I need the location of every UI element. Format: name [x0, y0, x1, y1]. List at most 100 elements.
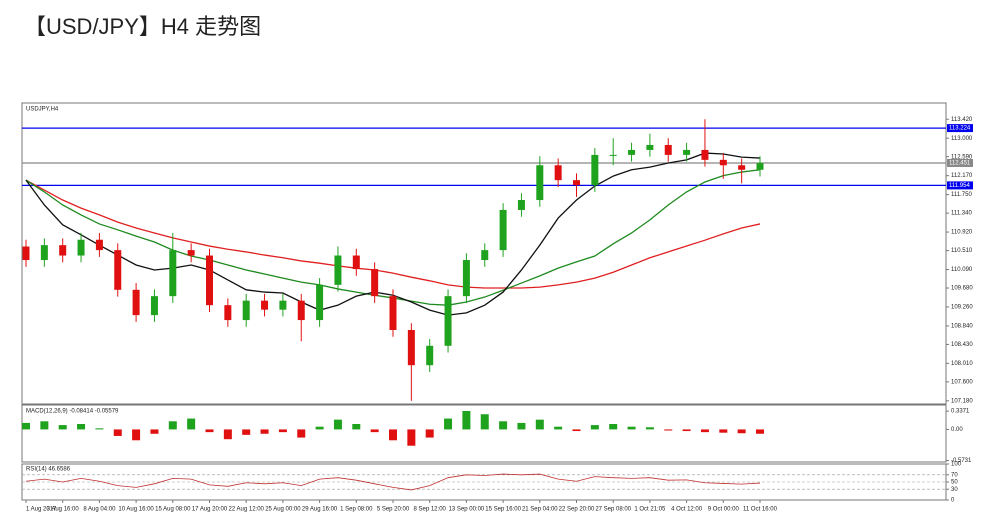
- candle-body: [628, 149, 636, 155]
- candle-body: [59, 245, 67, 256]
- y-tick-label: 113.420: [951, 117, 973, 123]
- y-tick-label: 0.00: [951, 427, 963, 433]
- candle-body: [371, 269, 379, 297]
- candle-body: [334, 255, 342, 285]
- macd-bar: [297, 429, 306, 438]
- price-tag: [947, 124, 973, 133]
- y-tick-label: 112.170: [951, 173, 973, 179]
- y-tick-label: 113.000: [951, 136, 973, 142]
- macd-bar: [58, 425, 67, 430]
- macd-bar: [480, 414, 489, 430]
- candle-body: [95, 239, 103, 251]
- macd-bar: [132, 429, 141, 441]
- y-tick-label: 30: [951, 487, 958, 493]
- candle-body: [187, 250, 195, 256]
- macd-bar: [205, 429, 214, 433]
- macd-bar: [315, 426, 324, 430]
- macd-bar: [223, 429, 232, 440]
- candle-body: [683, 149, 691, 155]
- candle-body: [646, 144, 654, 150]
- candle-body: [297, 300, 305, 321]
- candle-body: [316, 284, 324, 321]
- x-tick-label: 9 Oct 00:00: [708, 507, 740, 513]
- macd-bar: [22, 422, 30, 430]
- y-tick-label: 111.750: [951, 192, 972, 198]
- x-tick-label: 29 Aug 16:00: [302, 507, 338, 513]
- candle-body: [719, 159, 727, 166]
- macd-bar: [242, 429, 251, 435]
- candle-body: [114, 250, 122, 290]
- x-tick-label: 4 Oct 12:00: [671, 507, 703, 513]
- candle-body: [22, 246, 30, 261]
- macd-bar: [407, 429, 416, 446]
- macd-bar: [260, 429, 269, 434]
- macd-bar: [700, 429, 709, 433]
- macd-bar: [535, 419, 544, 430]
- y-tick-label: 107.600: [951, 379, 973, 385]
- y-tick-label: 108.840: [951, 324, 973, 330]
- rsi-label: RSI(14) 46.6586: [26, 467, 71, 473]
- candle-body: [664, 144, 672, 155]
- macd-bar: [425, 429, 434, 438]
- candle-body: [573, 180, 580, 186]
- x-tick-label: 22 Aug 12:00: [229, 507, 265, 513]
- y-tick-label: 110.920: [951, 230, 973, 236]
- rsi-line: [25, 473, 761, 491]
- y-tick-label: 108.430: [951, 342, 973, 348]
- x-tick-label: 1 Sep 08:00: [340, 507, 373, 513]
- y-tick-label: 109.260: [951, 305, 973, 311]
- macd-bar: [444, 418, 453, 430]
- x-tick-label: 1 Oct 21:05: [634, 507, 666, 513]
- macd-bar: [278, 429, 287, 433]
- candle-body: [426, 345, 434, 366]
- y-tick-label: 112.590: [951, 154, 973, 160]
- y-tick-label: 109.680: [951, 286, 973, 292]
- macd-bar: [40, 421, 49, 430]
- macd-bar: [77, 424, 86, 430]
- candle-body: [554, 165, 562, 181]
- candle-body: [517, 200, 525, 210]
- candle-body: [242, 300, 250, 321]
- candle-body: [609, 154, 617, 156]
- candle-body: [77, 239, 85, 256]
- macd-bar: [499, 421, 508, 430]
- x-tick-label: 8 Sep 12:00: [414, 507, 447, 513]
- candle-body: [591, 154, 599, 186]
- main-panel: [21, 102, 947, 405]
- candle-body: [481, 250, 489, 261]
- price-tag: [947, 181, 973, 190]
- price-tag-label: 111.954: [949, 183, 970, 189]
- candle-body: [738, 165, 746, 170]
- price-tag: [947, 158, 973, 167]
- macd-bar: [389, 429, 397, 441]
- candle-body: [407, 329, 415, 366]
- x-tick-label: 3 Aug 16:00: [47, 507, 80, 513]
- x-tick-label: 13 Sep 00:00: [449, 507, 485, 513]
- macd-bar: [737, 429, 746, 434]
- y-tick-label: -0.5731: [951, 458, 972, 464]
- candle-body: [444, 296, 452, 346]
- candle-body: [169, 250, 177, 297]
- macd-label: MACD(12,26,9) -0.08414 -0.05579: [26, 409, 119, 415]
- macd-bar: [370, 429, 379, 433]
- candle-body: [261, 300, 269, 310]
- candle-body: [40, 245, 48, 261]
- candle-body: [756, 163, 764, 170]
- macd-bar: [664, 429, 673, 431]
- y-tick-label: 70: [951, 472, 958, 478]
- macd-bar: [554, 426, 563, 430]
- macd-bar: [609, 424, 618, 430]
- candle-body: [206, 255, 213, 306]
- macd-bar: [682, 429, 691, 432]
- y-tick-label: 110.090: [951, 267, 973, 273]
- candle-body: [389, 296, 397, 330]
- x-tick-label: 27 Sep 08:00: [595, 507, 631, 513]
- x-tick-label: 25 Aug 00:00: [265, 507, 301, 513]
- moving-average: [25, 179, 761, 289]
- y-tick-label: 100: [951, 462, 962, 468]
- macd-bar: [645, 427, 654, 430]
- x-tick-label: 15 Sep 16:00: [485, 507, 521, 513]
- x-tick-label: 5 Sep 20:00: [377, 507, 410, 513]
